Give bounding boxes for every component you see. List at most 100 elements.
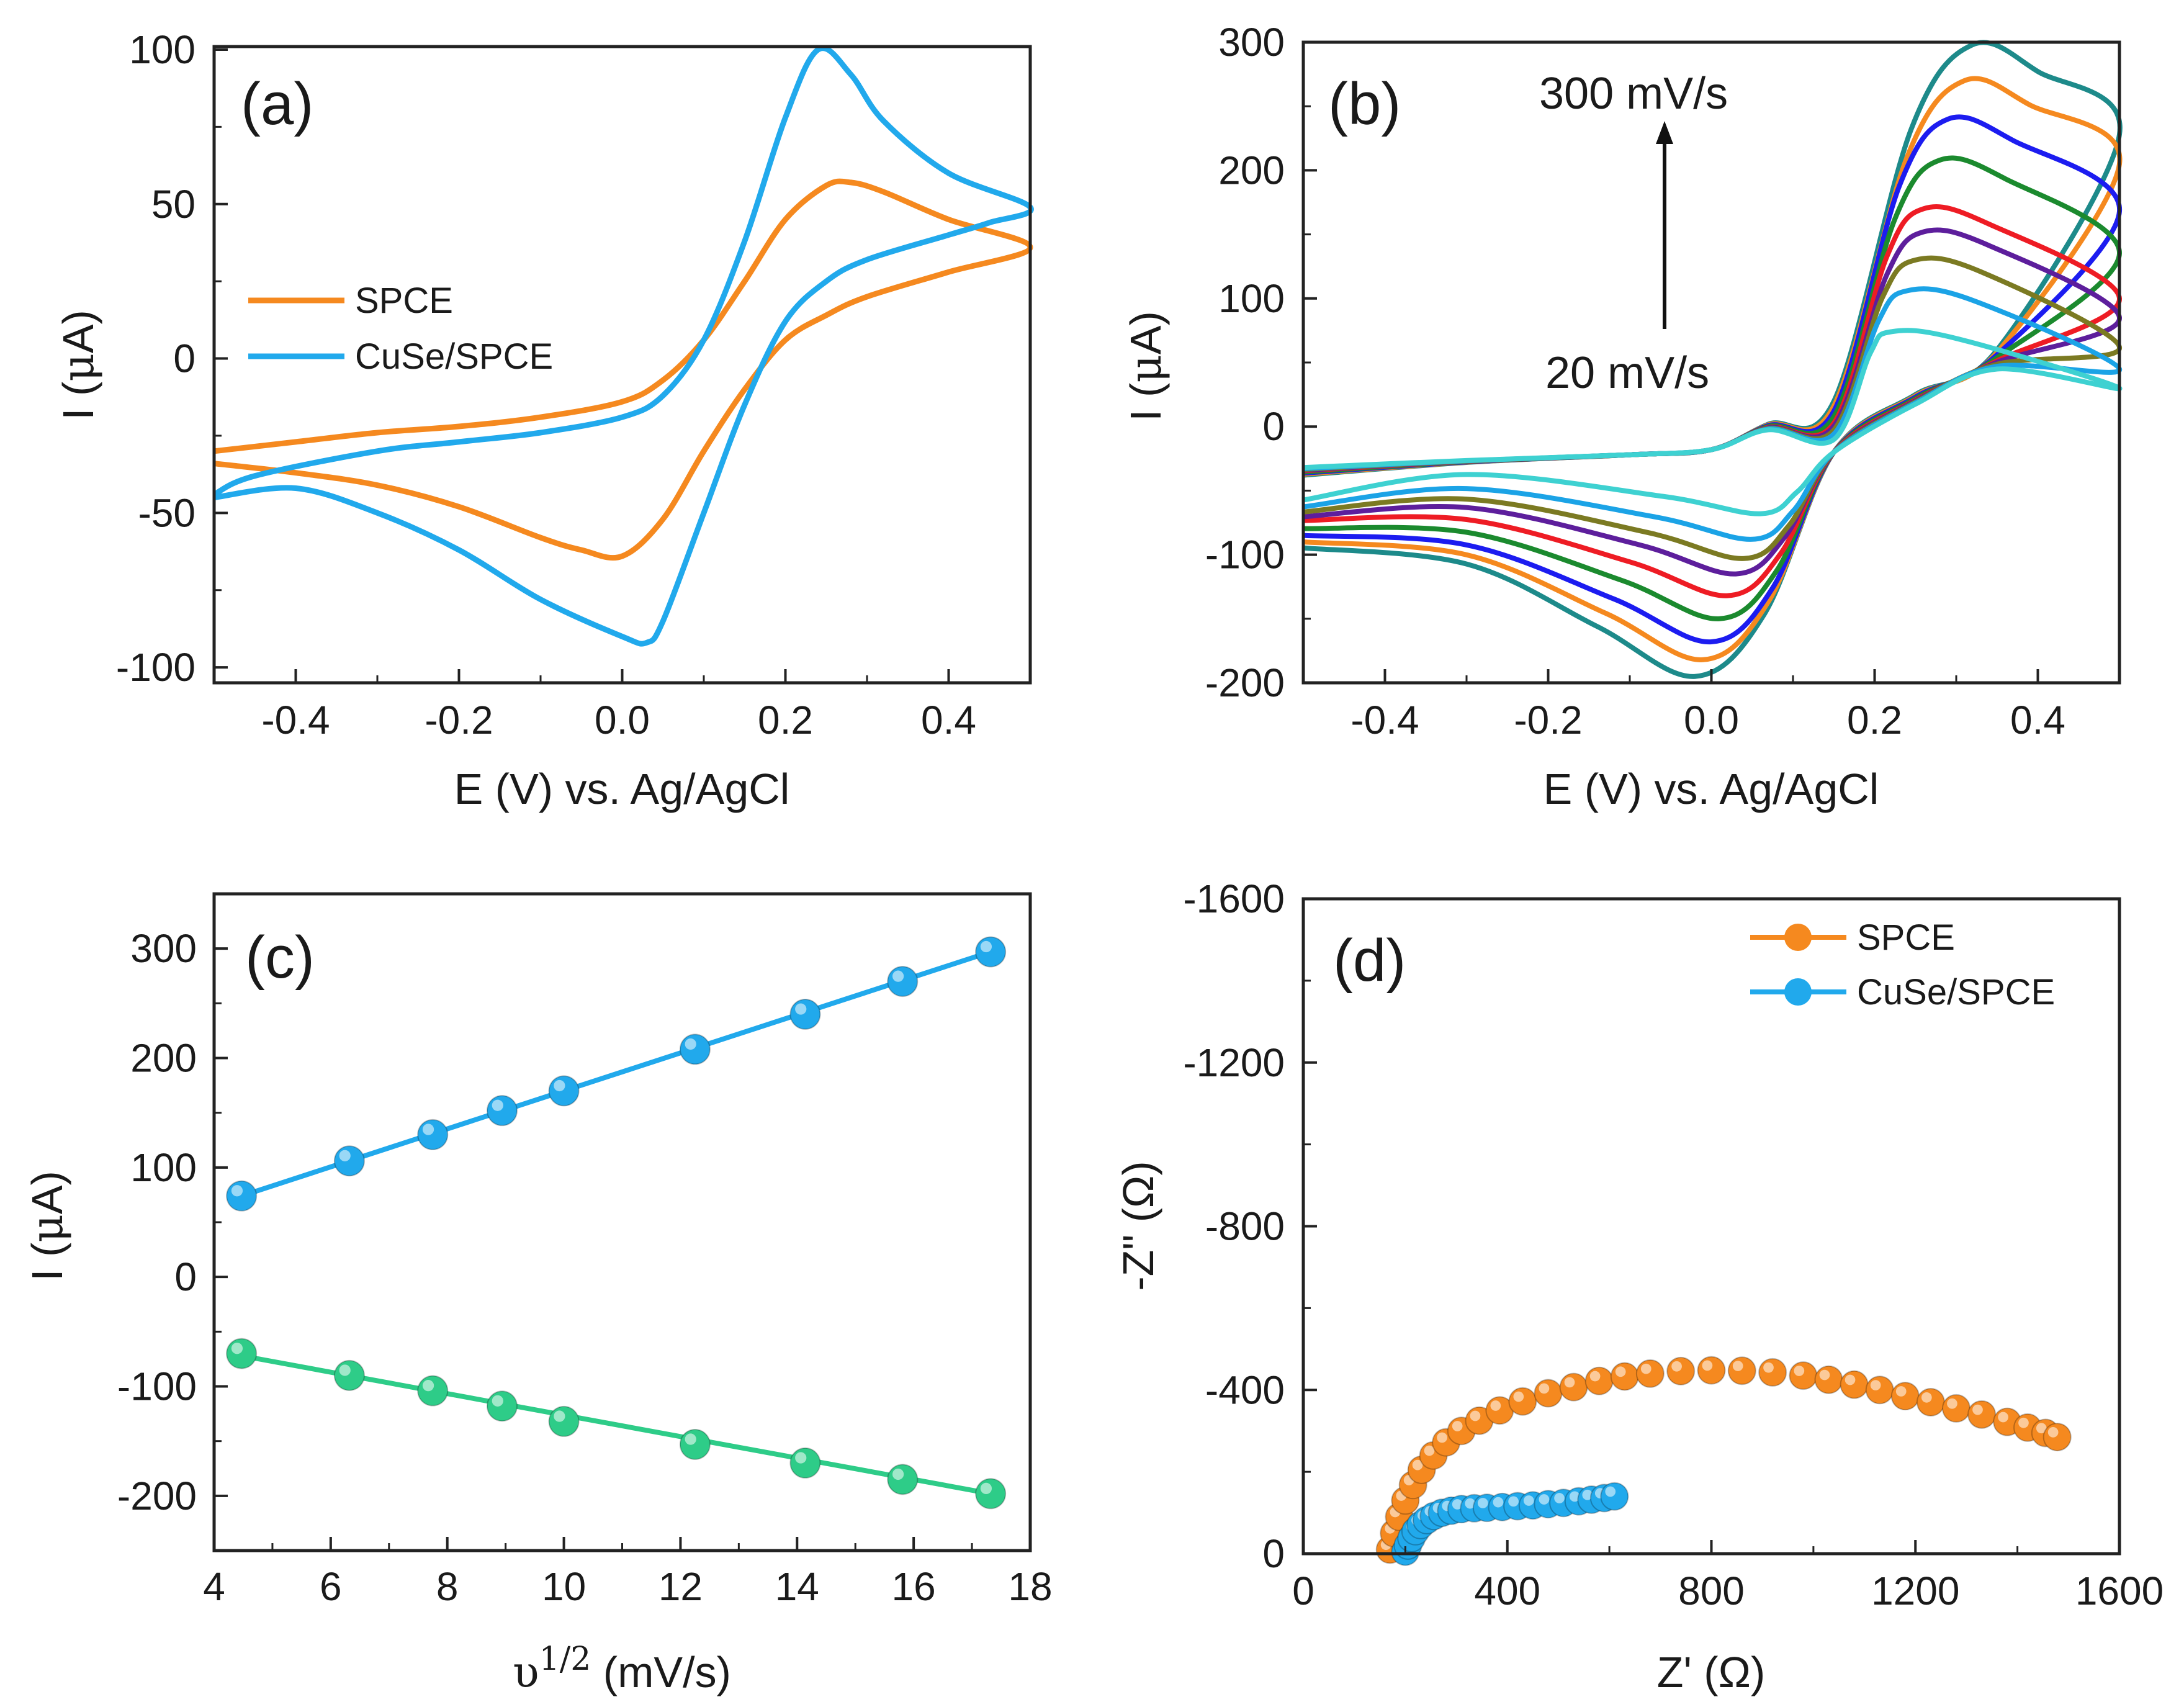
panel-a-legend: SPCE CuSe/SPCE bbox=[248, 281, 553, 377]
nyquist-point-spce-highlight bbox=[2047, 1427, 2059, 1438]
nyquist-point-spce-highlight bbox=[1870, 1380, 1881, 1390]
data-point-cathodic-highlight bbox=[685, 1433, 696, 1445]
nyquist-point-cuse-spce-highlight bbox=[1569, 1491, 1580, 1502]
legend-marker-d-spce bbox=[1784, 924, 1812, 951]
data-point-cathodic bbox=[333, 1359, 365, 1391]
y-tick-label: 100 bbox=[129, 27, 195, 72]
data-point-anodic-highlight bbox=[685, 1038, 696, 1050]
nyquist-point-spce bbox=[1758, 1358, 1787, 1387]
x-tick-label: 0 bbox=[1292, 1569, 1314, 1613]
x-tick-label: 0.4 bbox=[2010, 698, 2065, 742]
nyquist-point-cuse-spce bbox=[1600, 1482, 1629, 1511]
panel-d-xlabel: Z' (Ω) bbox=[1657, 1648, 1766, 1696]
x-tick-label: 0.0 bbox=[595, 698, 650, 742]
panel-a-ylabel-suffix: A) bbox=[54, 310, 102, 353]
nyquist-point-spce-highlight bbox=[1895, 1386, 1907, 1397]
y-tick-label: 0 bbox=[1262, 1531, 1285, 1576]
nyquist-point-cuse-spce-highlight bbox=[1605, 1486, 1616, 1497]
nyquist-point-cuse-spce-highlight bbox=[1477, 1498, 1488, 1508]
panel-c-ylabel-prefix: I ( bbox=[23, 1243, 71, 1281]
nyquist-point-spce-highlight bbox=[1470, 1410, 1481, 1421]
data-point-anodic-highlight bbox=[492, 1099, 503, 1111]
data-point-cathodic-highlight bbox=[554, 1410, 565, 1422]
panel-c: 4 6 8 10 12 14 16 18 -200 -100 0 100 200 300 (c) υ1/2… bbox=[22, 892, 1053, 1698]
panel-d-legend: SPCE CuSe/SPCE bbox=[1750, 917, 2055, 1012]
nyquist-point-cuse-spce-highlight bbox=[1582, 1489, 1593, 1500]
panel-d: 0 400 800 1200 1600 0 -400 -800 -1200 -1600 (d) Z… bbox=[1114, 876, 2164, 1696]
y-tick-label: 0 bbox=[1262, 404, 1285, 449]
y-tick-label: -100 bbox=[1205, 533, 1285, 577]
data-point-cathodic-highlight bbox=[231, 1343, 243, 1354]
nyquist-point-spce-highlight bbox=[1732, 1361, 1743, 1371]
nyquist-point-spce bbox=[1559, 1372, 1588, 1402]
nyquist-point-spce bbox=[1890, 1382, 1920, 1411]
x-tick-label: 1600 bbox=[2075, 1569, 2164, 1613]
panel-c-plot-area bbox=[226, 936, 1007, 1510]
nyquist-point-spce-highlight bbox=[2018, 1417, 2029, 1428]
data-point-anodic bbox=[548, 1075, 580, 1107]
legend-label-d-cuse-spce: CuSe/SPCE bbox=[1857, 972, 2055, 1012]
nyquist-point-spce-highlight bbox=[1564, 1377, 1575, 1388]
x-tick-label: 0.2 bbox=[758, 698, 813, 742]
data-point-cathodic-highlight bbox=[422, 1380, 434, 1392]
x-tick-label: 0.4 bbox=[921, 698, 976, 742]
data-point-anodic-highlight bbox=[422, 1124, 434, 1135]
panel-c-ticks: 4 6 8 10 12 14 16 18 -200 -100 0 100 200 300 bbox=[117, 926, 1053, 1609]
nyquist-point-spce-highlight bbox=[1819, 1369, 1830, 1380]
panel-b-ylabel-mu: μ bbox=[1120, 354, 1171, 383]
data-point-anodic-highlight bbox=[980, 940, 992, 953]
panel-b-label: (b) bbox=[1328, 71, 1401, 137]
data-point-anodic-highlight bbox=[554, 1079, 565, 1092]
x-tick-label: 400 bbox=[1474, 1569, 1540, 1613]
panel-d-ylabel: -Z" (Ω) bbox=[1114, 1161, 1162, 1290]
y-tick-label: -200 bbox=[117, 1474, 197, 1518]
data-point-anodic bbox=[487, 1095, 518, 1127]
x-tick-label: 0.2 bbox=[1847, 698, 1902, 742]
nyquist-point-spce bbox=[1727, 1356, 1756, 1385]
y-tick-label: 0 bbox=[173, 336, 195, 381]
nyquist-point-spce bbox=[1942, 1394, 1971, 1423]
data-point-cathodic-highlight bbox=[339, 1364, 351, 1376]
data-point-anodic bbox=[975, 936, 1007, 968]
y-tick-label: 100 bbox=[130, 1145, 197, 1190]
x-tick-label: -0.4 bbox=[1350, 698, 1419, 742]
panel-b-arrow-head bbox=[1656, 121, 1673, 144]
nyquist-point-spce-highlight bbox=[1615, 1366, 1626, 1377]
data-point-anodic bbox=[887, 966, 919, 998]
data-point-anodic bbox=[789, 998, 821, 1030]
nyquist-point-spce bbox=[1610, 1362, 1639, 1391]
nyquist-point-spce-highlight bbox=[1437, 1432, 1447, 1443]
x-tick-label: -0.2 bbox=[1514, 698, 1582, 742]
data-point-cathodic-highlight bbox=[795, 1452, 807, 1464]
x-tick-label: 10 bbox=[542, 1564, 586, 1609]
nyquist-point-spce bbox=[1814, 1365, 1843, 1394]
legend-label-cuse-spce: CuSe/SPCE bbox=[355, 336, 553, 377]
panel-c-xlabel: υ1/2 (mV/s) bbox=[513, 1641, 731, 1698]
data-point-anodic bbox=[333, 1145, 365, 1177]
y-tick-label: -100 bbox=[117, 1364, 197, 1409]
nyquist-point-cuse-spce-highlight bbox=[1508, 1496, 1519, 1507]
nyquist-point-spce bbox=[1916, 1388, 1945, 1417]
x-tick-label: 6 bbox=[320, 1564, 342, 1609]
data-point-anodic bbox=[226, 1180, 258, 1212]
x-tick-label: 8 bbox=[436, 1564, 459, 1609]
nyquist-point-spce-highlight bbox=[1921, 1392, 1932, 1403]
nyquist-point-spce bbox=[2042, 1423, 2072, 1452]
nyquist-point-spce-highlight bbox=[1490, 1400, 1501, 1411]
panel-c-label: (c) bbox=[245, 924, 315, 991]
data-point-cathodic bbox=[975, 1478, 1007, 1510]
nyquist-point-spce-highlight bbox=[1702, 1360, 1713, 1371]
nyquist-point-spce bbox=[1534, 1379, 1563, 1408]
data-point-anodic-highlight bbox=[339, 1150, 351, 1161]
nyquist-point-spce bbox=[1508, 1387, 1537, 1416]
data-point-cathodic-highlight bbox=[980, 1482, 992, 1495]
nyquist-point-spce-highlight bbox=[1513, 1391, 1524, 1402]
cv-curve-200-mv-s bbox=[1303, 114, 2123, 645]
panel-b-ylabel-prefix: I ( bbox=[1121, 383, 1170, 421]
nyquist-point-spce-highlight bbox=[1589, 1371, 1601, 1382]
panel-b-ylabel: I (μA) bbox=[1120, 311, 1171, 421]
data-point-cathodic bbox=[417, 1375, 449, 1407]
panel-a-plot-area bbox=[212, 45, 1034, 647]
cv-curve-60-mv-s bbox=[1303, 255, 2122, 561]
